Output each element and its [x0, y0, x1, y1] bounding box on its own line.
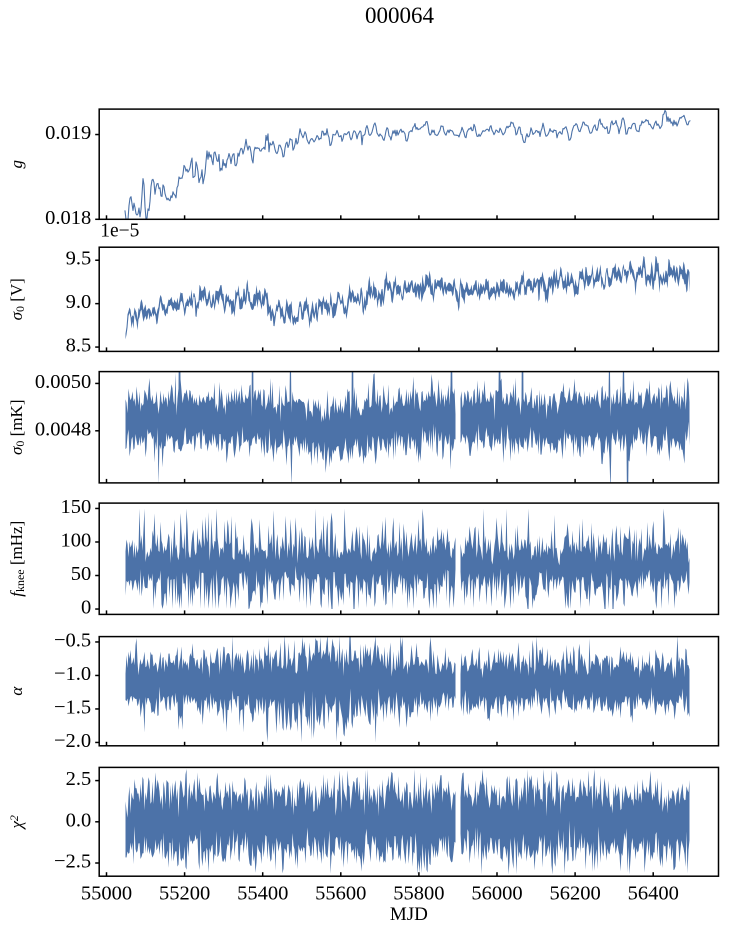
svg-text:55800: 55800: [393, 883, 444, 905]
svg-text:σ0 [mK]: σ0 [mK]: [7, 400, 27, 455]
svg-text:150: 150: [60, 496, 91, 518]
svg-text:9.5: 9.5: [66, 248, 92, 270]
svg-text:−0.5: −0.5: [54, 629, 91, 651]
svg-text:fknee [mHz]: fknee [mHz]: [7, 521, 27, 597]
svg-text:−1.5: −1.5: [54, 696, 91, 718]
svg-text:g: g: [7, 160, 26, 169]
svg-text:1e−5: 1e−5: [100, 221, 139, 242]
svg-text:0.0048: 0.0048: [35, 418, 91, 440]
svg-text:9.0: 9.0: [66, 291, 92, 313]
svg-text:−2.5: −2.5: [54, 851, 91, 873]
svg-text:0: 0: [81, 597, 91, 619]
svg-text:0.019: 0.019: [45, 122, 91, 144]
svg-text:2.5: 2.5: [66, 768, 92, 790]
svg-text:56000: 56000: [471, 883, 522, 905]
svg-text:−2.0: −2.0: [54, 730, 91, 752]
svg-text:55200: 55200: [159, 883, 210, 905]
svg-text:0.0: 0.0: [66, 809, 92, 831]
svg-text:55400: 55400: [237, 883, 288, 905]
svg-text:100: 100: [60, 529, 91, 551]
svg-text:55600: 55600: [315, 883, 366, 905]
svg-text:56200: 56200: [549, 883, 600, 905]
svg-text:56400: 56400: [628, 883, 679, 905]
svg-text:55000: 55000: [81, 883, 132, 905]
svg-text:0.018: 0.018: [45, 207, 91, 229]
svg-text:50: 50: [71, 563, 92, 585]
svg-text:α: α: [7, 686, 26, 696]
svg-text:σ0 [V]: σ0 [V]: [7, 278, 27, 320]
svg-text:8.5: 8.5: [66, 335, 92, 357]
svg-text:−1.0: −1.0: [54, 663, 91, 685]
svg-text:χ2: χ2: [7, 815, 26, 830]
svg-text:0.0050: 0.0050: [35, 371, 91, 393]
svg-text:MJD: MJD: [390, 904, 428, 925]
